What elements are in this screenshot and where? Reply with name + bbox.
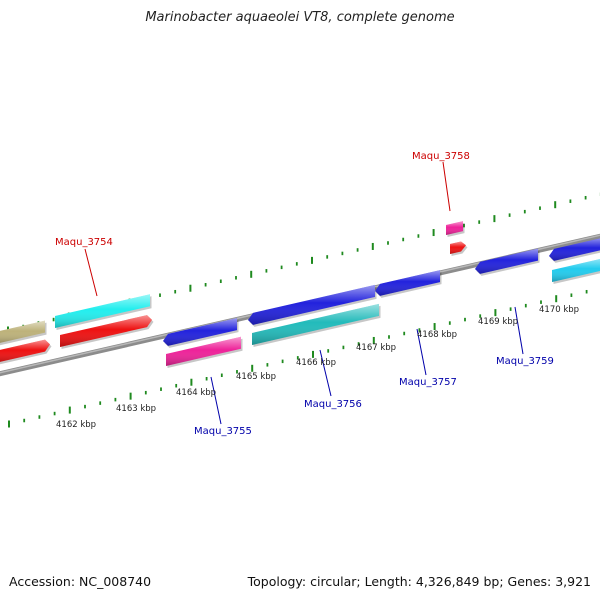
gene-blue-4-gloss xyxy=(475,248,538,274)
gene-features xyxy=(0,221,600,368)
gene-blue-1-gloss xyxy=(163,318,237,346)
gene-label-maqu-3758: Maqu_3758 xyxy=(412,151,470,162)
gene-magenta-1-gloss xyxy=(446,221,463,235)
gene-olive-1-gloss xyxy=(0,320,45,343)
leader-maqu-3754 xyxy=(84,248,98,297)
kbp-label: 4163 kbp xyxy=(116,404,156,414)
leader-maqu-3755 xyxy=(210,376,222,425)
kbp-label: 4170 kbp xyxy=(539,305,579,315)
kbp-label: 4167 kbp xyxy=(356,343,396,353)
gene-labels: Maqu_3754 Maqu_3758 Maqu_3755 Maqu_3756 … xyxy=(55,151,554,437)
gene-label-maqu-3759: Maqu_3759 xyxy=(496,356,554,367)
gene-red-3-gloss xyxy=(450,241,466,254)
gene-blue-2-gloss xyxy=(248,284,375,325)
gene-magenta-2-gloss xyxy=(166,336,241,366)
gene-blue-3-gloss xyxy=(375,270,440,296)
gene-label-maqu-3756: Maqu_3756 xyxy=(304,399,362,410)
leader-maqu-3757 xyxy=(416,328,427,376)
inner-tick-ring xyxy=(8,289,588,428)
kbp-label: 4165 kbp xyxy=(236,372,276,382)
map-title: Marinobacter aquaeolei VT8, complete gen… xyxy=(145,10,455,25)
gene-red-2-gloss xyxy=(60,315,152,347)
gene-teal-1-gloss xyxy=(252,303,379,345)
genome-summary-text: Topology: circular; Length: 4,326,849 bp… xyxy=(247,574,591,589)
leader-maqu-3758 xyxy=(442,161,451,212)
gene-label-maqu-3755: Maqu_3755 xyxy=(194,426,252,437)
kbp-label: 4164 kbp xyxy=(176,388,216,398)
kbp-label: 4166 kbp xyxy=(296,358,336,368)
gene-label-maqu-3757: Maqu_3757 xyxy=(399,377,457,388)
gene-blue-5-gloss xyxy=(549,238,600,261)
leader-maqu-3756 xyxy=(319,349,332,397)
kbp-label: 4168 kbp xyxy=(417,330,457,340)
label-leaders xyxy=(84,161,524,425)
kbp-label: 4169 kbp xyxy=(478,317,518,327)
gene-red-1-gloss xyxy=(0,339,50,362)
kbp-label: 4162 kbp xyxy=(56,420,96,430)
gene-cyan-1-gloss xyxy=(55,294,150,328)
accession-text: Accession: NC_008740 xyxy=(9,574,152,589)
gene-label-maqu-3754: Maqu_3754 xyxy=(55,237,113,248)
leader-maqu-3759 xyxy=(514,306,524,355)
kbp-labels: 4162 kbp 4163 kbp 4164 kbp 4165 kbp 4166… xyxy=(56,305,579,430)
gene-skyblue-1-gloss xyxy=(552,259,600,282)
